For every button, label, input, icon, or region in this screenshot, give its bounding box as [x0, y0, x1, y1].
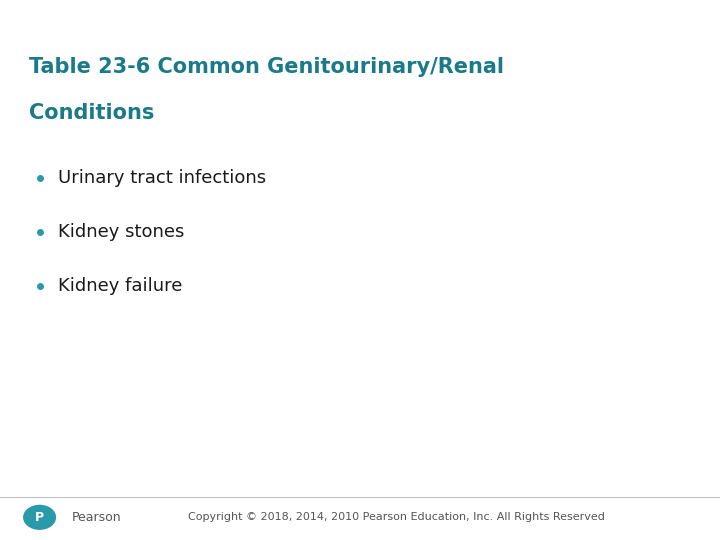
Text: Pearson: Pearson — [72, 511, 122, 524]
Text: Conditions: Conditions — [29, 103, 154, 123]
Text: Copyright © 2018, 2014, 2010 Pearson Education, Inc. All Rights Reserved: Copyright © 2018, 2014, 2010 Pearson Edu… — [188, 512, 604, 522]
Circle shape — [24, 505, 55, 529]
Text: P: P — [35, 511, 44, 524]
Text: Table 23-6 Common Genitourinary/Renal: Table 23-6 Common Genitourinary/Renal — [29, 57, 504, 77]
Text: Urinary tract infections: Urinary tract infections — [58, 169, 266, 187]
Text: Kidney failure: Kidney failure — [58, 277, 182, 295]
Text: Kidney stones: Kidney stones — [58, 223, 184, 241]
